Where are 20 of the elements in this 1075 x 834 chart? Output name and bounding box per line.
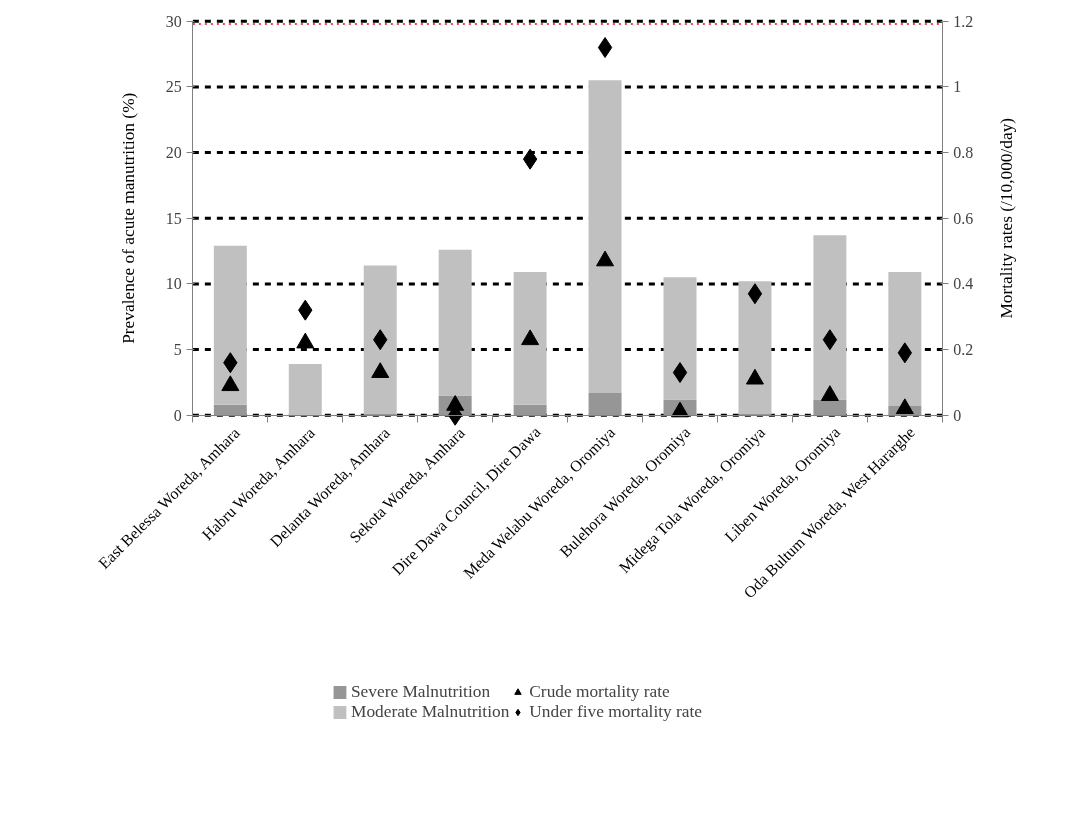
y2-tick-label: 0 — [953, 406, 962, 424]
y2-tick-label: 0.4 — [953, 275, 974, 293]
y2-tick-label: 1.2 — [953, 12, 974, 30]
y2-axis-title: Mortality rates (/10,000/day) — [997, 117, 1017, 319]
y2-tick-label: 0.6 — [953, 209, 974, 227]
y-axis-title: Prevalence of acute manutrition (%) — [118, 92, 138, 344]
y-tick-label: 0 — [173, 406, 182, 424]
legend-label: Under five mortality rate — [529, 702, 703, 722]
y2-tick-label: 0.2 — [953, 341, 974, 359]
y-tick-label: 10 — [165, 275, 182, 293]
legend-label: Crude mortality rate — [529, 682, 670, 702]
y-tick-label: 20 — [165, 144, 182, 162]
legend-label: Moderate Malnutrition — [350, 702, 510, 722]
y-tick-label: 25 — [165, 78, 182, 96]
y2-tick-label: 0.8 — [953, 144, 974, 162]
y-tick-label: 15 — [165, 209, 182, 227]
legend-label: Severe Malnutrition — [350, 682, 491, 702]
y-tick-label: 5 — [173, 341, 182, 359]
y-tick-label: 30 — [165, 12, 182, 30]
y2-tick-label: 1 — [953, 78, 962, 96]
